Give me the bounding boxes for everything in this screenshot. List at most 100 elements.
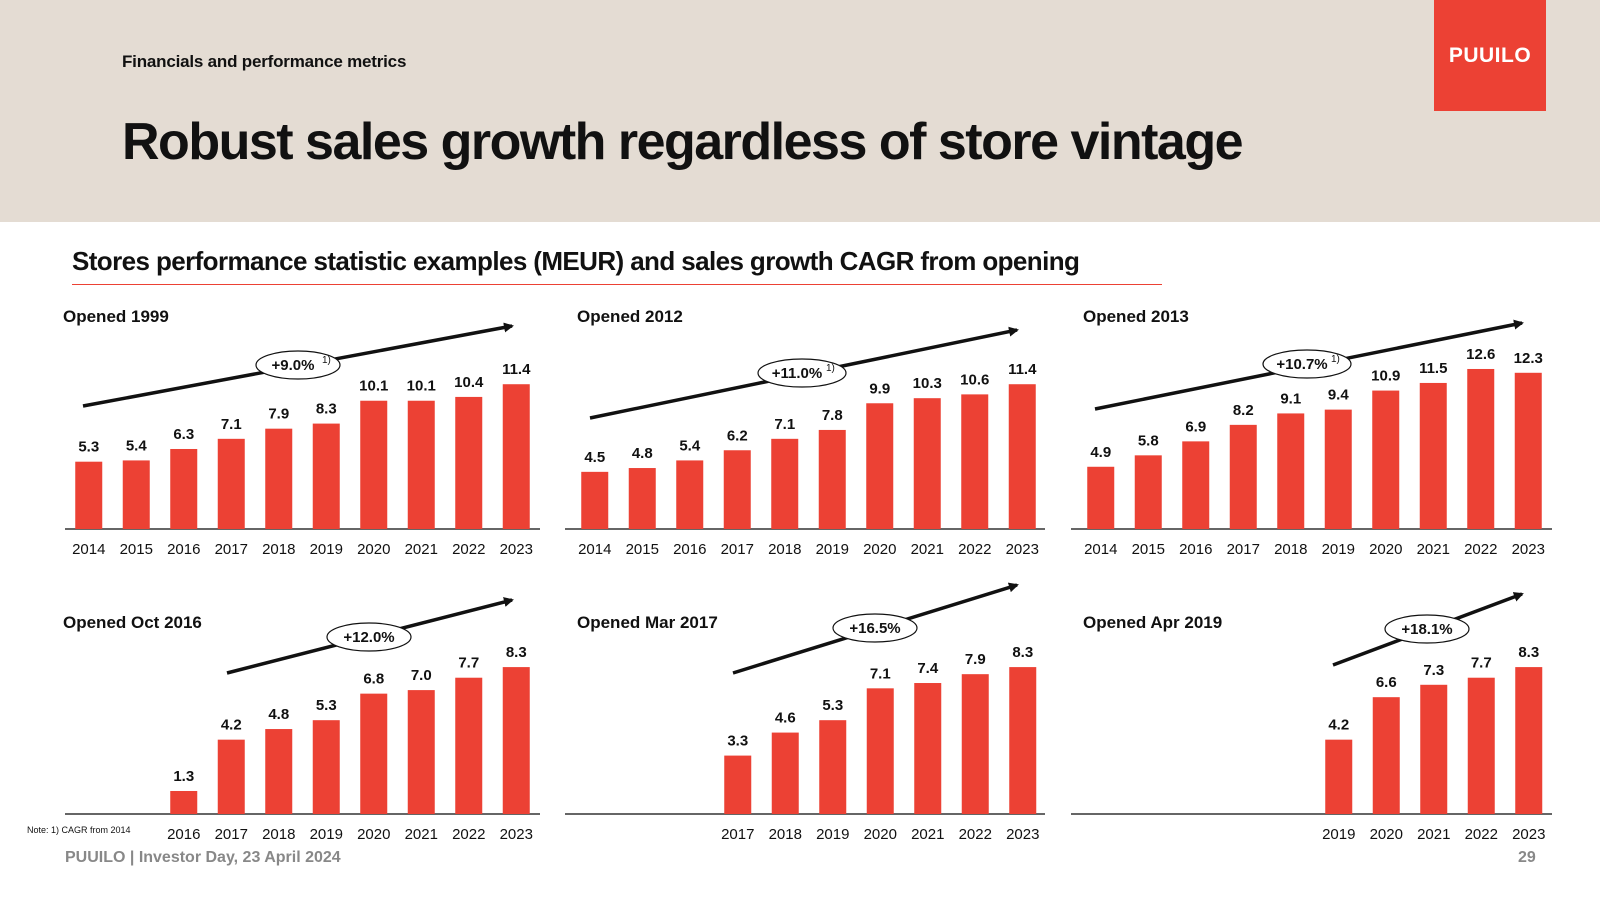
bar bbox=[1325, 739, 1353, 814]
bar-value-label: 12.6 bbox=[1466, 346, 1495, 363]
bar bbox=[628, 468, 656, 529]
cagr-badge bbox=[832, 613, 918, 643]
x-tick-label: 2021 bbox=[911, 541, 944, 558]
bar-value-label: 4.5 bbox=[584, 449, 605, 466]
x-tick-label: 2020 bbox=[864, 826, 897, 843]
bar-value-label: 4.8 bbox=[632, 445, 653, 462]
x-tick-label: 2023 bbox=[500, 541, 533, 558]
bar-value-label: 10.3 bbox=[913, 375, 942, 392]
bar bbox=[771, 732, 799, 814]
cagr-badge bbox=[1384, 614, 1470, 644]
bar bbox=[1324, 409, 1352, 529]
cagr-badge bbox=[326, 622, 412, 652]
bar bbox=[1372, 390, 1400, 529]
panel-title: Opened 2013 bbox=[1083, 307, 1189, 326]
x-tick-label: 2023 bbox=[1512, 826, 1545, 843]
bar bbox=[961, 394, 989, 529]
x-tick-label: 2023 bbox=[1006, 826, 1039, 843]
bar-value-label: 1.3 bbox=[173, 768, 194, 785]
cagr-footnote-marker: 1) bbox=[1331, 354, 1340, 365]
bar-value-label: 3.3 bbox=[727, 733, 748, 750]
bar-value-label: 7.1 bbox=[774, 416, 795, 433]
x-tick-label: 2015 bbox=[626, 541, 659, 558]
bar-value-label: 7.1 bbox=[870, 665, 891, 682]
bar bbox=[1419, 382, 1447, 529]
bar-value-label: 7.7 bbox=[1471, 655, 1492, 672]
bar-value-label: 4.8 bbox=[268, 706, 289, 723]
footer-text: PUUILO | Investor Day, 23 April 2024 bbox=[65, 849, 341, 866]
cagr-badge bbox=[255, 350, 341, 380]
bar bbox=[312, 720, 340, 814]
x-tick-label: 2014 bbox=[1084, 541, 1117, 558]
x-tick-label: 2019 bbox=[816, 826, 849, 843]
bar bbox=[1182, 441, 1210, 529]
bar bbox=[1372, 697, 1400, 814]
bar-value-label: 7.9 bbox=[965, 651, 986, 668]
page-number: 29 bbox=[1518, 849, 1536, 866]
bar bbox=[360, 400, 388, 529]
chart-subtitle: Stores performance statistic examples (M… bbox=[72, 246, 1080, 276]
bar-value-label: 8.3 bbox=[316, 401, 337, 418]
x-tick-label: 2022 bbox=[958, 541, 991, 558]
cagr-value: +18.1% bbox=[1401, 621, 1452, 638]
bar-value-label: 8.3 bbox=[1518, 644, 1539, 661]
panel-title: Opened 2012 bbox=[577, 307, 683, 326]
bar-value-label: 6.3 bbox=[173, 426, 194, 443]
bar-value-label: 11.4 bbox=[1008, 361, 1037, 378]
bar-value-label: 8.3 bbox=[506, 644, 527, 661]
bar bbox=[122, 460, 150, 529]
bar bbox=[1467, 368, 1495, 529]
bar bbox=[1420, 684, 1448, 814]
bar bbox=[217, 438, 245, 529]
bar-value-label: 4.2 bbox=[221, 717, 242, 734]
x-tick-label: 2023 bbox=[1006, 541, 1039, 558]
bar bbox=[407, 400, 435, 529]
bar-value-label: 11.5 bbox=[1419, 360, 1447, 377]
bar bbox=[265, 428, 293, 529]
bar-value-label: 7.4 bbox=[917, 660, 939, 677]
x-tick-label: 2018 bbox=[768, 541, 801, 558]
x-tick-label: 2019 bbox=[1322, 826, 1355, 843]
bar-value-label: 4.2 bbox=[1328, 717, 1349, 734]
bar bbox=[170, 448, 198, 529]
bar-value-label: 9.4 bbox=[1328, 387, 1350, 404]
x-tick-label: 2016 bbox=[1179, 541, 1212, 558]
bar-value-label: 7.1 bbox=[221, 416, 242, 433]
bar bbox=[312, 423, 340, 529]
bar-value-label: 6.9 bbox=[1185, 418, 1206, 435]
panel-title: Opened Mar 2017 bbox=[577, 613, 718, 632]
cagr-value: +12.0% bbox=[343, 629, 394, 646]
x-tick-label: 2014 bbox=[578, 541, 611, 558]
x-tick-label: 2015 bbox=[1132, 541, 1165, 558]
bar-value-label: 7.8 bbox=[822, 407, 843, 424]
x-tick-label: 2023 bbox=[1512, 541, 1545, 558]
bar-value-label: 9.1 bbox=[1280, 390, 1301, 407]
x-tick-label: 2020 bbox=[1369, 541, 1402, 558]
x-tick-label: 2021 bbox=[1417, 541, 1450, 558]
x-tick-label: 2018 bbox=[262, 541, 295, 558]
bar bbox=[455, 677, 483, 814]
x-tick-label: 2017 bbox=[1227, 541, 1260, 558]
bar-value-label: 5.8 bbox=[1138, 432, 1159, 449]
bar-value-label: 11.4 bbox=[502, 361, 531, 378]
bar-value-label: 7.0 bbox=[411, 667, 432, 684]
bar bbox=[360, 693, 388, 814]
bar bbox=[1277, 413, 1305, 529]
cagr-footnote-marker: 1) bbox=[322, 355, 331, 366]
bar-value-label: 6.8 bbox=[363, 671, 384, 688]
x-tick-label: 2021 bbox=[405, 826, 438, 843]
x-tick-label: 2020 bbox=[357, 826, 390, 843]
bar bbox=[866, 688, 894, 814]
x-tick-label: 2022 bbox=[452, 826, 485, 843]
subtitle-underline bbox=[72, 284, 1162, 285]
x-tick-label: 2019 bbox=[816, 541, 849, 558]
cagr-footnote-marker: 1) bbox=[826, 363, 835, 374]
bar-value-label: 6.6 bbox=[1376, 674, 1397, 691]
x-tick-label: 2018 bbox=[769, 826, 802, 843]
bar-value-label: 5.4 bbox=[679, 437, 701, 454]
cagr-value: +9.0% bbox=[272, 357, 315, 374]
bar-value-label: 7.9 bbox=[268, 406, 289, 423]
x-tick-label: 2020 bbox=[1370, 826, 1403, 843]
bar bbox=[819, 720, 847, 814]
bar bbox=[676, 460, 704, 529]
